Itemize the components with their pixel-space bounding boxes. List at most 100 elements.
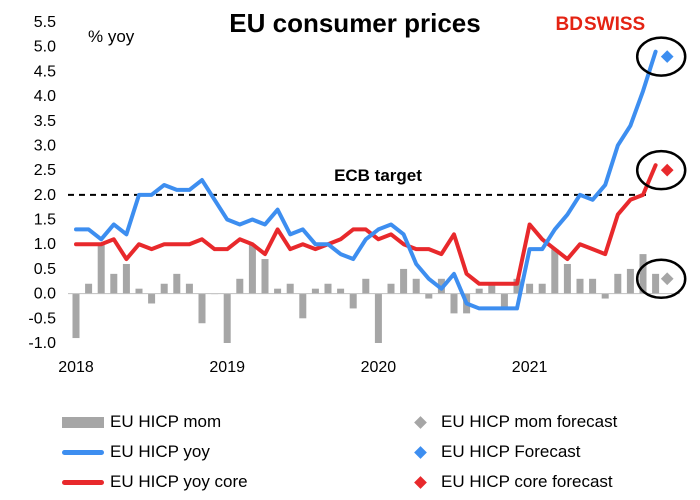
mom-bar xyxy=(148,293,156,304)
legend-yoy-swatch xyxy=(62,449,104,455)
y-tick-label: -1.0 xyxy=(28,335,56,352)
forecast-marker xyxy=(660,50,674,63)
legend-mom-forecast-diamond xyxy=(414,415,427,429)
mom-bar xyxy=(311,288,319,294)
legend-mom-forecast: EU HICP mom forecast xyxy=(412,412,617,432)
forecast-highlight-circle xyxy=(635,258,687,300)
x-tick-label: 2019 xyxy=(209,359,245,376)
mom-bar xyxy=(488,283,496,294)
y-tick-label: 0.0 xyxy=(34,286,56,303)
y-tick-label: -0.5 xyxy=(28,310,56,327)
mom-bar xyxy=(362,278,370,294)
mom-bar xyxy=(337,288,345,294)
forecast-marker xyxy=(660,272,674,286)
legend-core: EU HICP yoy core xyxy=(62,472,248,492)
legend-yoy-forecast: EU HICP Forecast xyxy=(412,442,581,462)
forecast-marker xyxy=(660,163,674,177)
y-tick-label: 5.5 xyxy=(34,14,56,31)
mom-bar xyxy=(601,293,609,299)
legend-core-swatch xyxy=(62,479,104,485)
mom-bar xyxy=(110,273,118,294)
y-tick-label: 1.5 xyxy=(34,212,56,229)
legend-yoy: EU HICP yoy xyxy=(62,442,210,462)
x-tick-label: 2020 xyxy=(361,359,397,376)
mom-bar xyxy=(185,283,193,294)
mom-bar xyxy=(425,293,433,299)
mom-bar xyxy=(223,293,231,343)
forecast-highlight-circle xyxy=(635,36,687,77)
mom-bar xyxy=(412,278,420,294)
y-tick-label: 2.0 xyxy=(34,187,56,204)
mom-bar xyxy=(475,288,483,294)
mom-bar xyxy=(85,283,93,294)
y-tick-label: 0.5 xyxy=(34,261,56,278)
y-tick-label: 3.5 xyxy=(34,113,56,130)
mom-bar xyxy=(248,244,256,294)
mom-bar xyxy=(400,268,408,294)
mom-bar xyxy=(160,283,168,294)
mom-bar xyxy=(374,293,382,343)
mom-bar xyxy=(526,283,534,294)
y-tick-label: 5.0 xyxy=(34,39,56,56)
legend-mom-forecast-label: EU HICP mom forecast xyxy=(441,412,618,431)
mom-bar xyxy=(563,263,571,294)
legend-core-label: EU HICP yoy core xyxy=(110,472,248,491)
mom-bar xyxy=(639,254,647,294)
mom-bar xyxy=(576,278,584,294)
mom-bar xyxy=(122,263,130,294)
legend-mom-label: EU HICP mom xyxy=(110,412,222,431)
y-tick-label: 1.0 xyxy=(34,236,56,253)
legend-mom-swatch xyxy=(62,416,104,428)
mom-bar xyxy=(450,293,458,314)
mom-bar xyxy=(652,273,660,294)
x-tick-label: 2018 xyxy=(58,359,94,376)
mom-bar xyxy=(589,278,597,294)
mom-bar xyxy=(72,293,80,339)
mom-bar xyxy=(614,273,622,294)
mom-bar xyxy=(135,288,143,294)
y-tick-label: 4.5 xyxy=(34,63,56,80)
chart-title: EU consumer prices xyxy=(229,8,480,38)
legend-core-forecast: EU HICP core forecast xyxy=(412,472,613,492)
x-axis: 2018 2019 2020 2021 xyxy=(58,359,547,376)
logo-bd: BD xyxy=(556,14,583,35)
legend-mom: EU HICP mom xyxy=(62,412,221,432)
forecast-highlight-circle xyxy=(635,149,687,191)
y-axis: 5.5 5.0 4.5 4.0 3.5 3.0 2.5 2.0 1.5 1.0 0.5 0.0 -0.5… xyxy=(28,14,56,352)
legend-yoy-forecast-label: EU HICP Forecast xyxy=(441,442,581,461)
mom-bar xyxy=(626,268,634,294)
mom-bar xyxy=(387,283,395,294)
mom-bar xyxy=(349,293,357,309)
mom-bar xyxy=(236,278,244,294)
mom-bar xyxy=(500,293,508,309)
y-tick-label: 2.5 xyxy=(34,162,56,179)
y-axis-unit: % yoy xyxy=(88,27,135,46)
forecast-highlight-circles xyxy=(635,36,687,300)
legend-core-forecast-diamond xyxy=(414,475,427,489)
brand-logo: BD SWISS xyxy=(556,14,646,35)
ecb-target-label: ECB target xyxy=(334,166,422,185)
y-tick-label: 3.0 xyxy=(34,137,56,154)
mom-bar xyxy=(286,283,294,294)
legend-core-forecast-label: EU HICP core forecast xyxy=(441,472,613,491)
mom-bar xyxy=(299,293,307,319)
mom-bar xyxy=(173,273,181,294)
hicp-yoy-line xyxy=(74,49,658,311)
y-tick-label: 4.0 xyxy=(34,88,56,105)
mom-bar xyxy=(513,278,521,294)
mom-bar xyxy=(551,249,559,294)
logo-swiss: SWISS xyxy=(584,14,645,35)
mom-bars xyxy=(72,244,660,343)
forecast-markers xyxy=(660,50,674,286)
mom-bar xyxy=(198,293,206,324)
core-yoy-line xyxy=(74,163,658,286)
mom-bar xyxy=(261,259,269,294)
mom-bar xyxy=(538,283,546,294)
mom-bar xyxy=(324,283,332,294)
legend-yoy-label: EU HICP yoy xyxy=(110,442,210,461)
chart-svg: EU consumer prices % yoy BD SWISS 5.5 5.0… xyxy=(28,8,687,376)
x-tick-label: 2021 xyxy=(512,359,548,376)
legend-yoy-forecast-diamond xyxy=(414,445,427,459)
mom-bar xyxy=(97,244,105,294)
mom-bar xyxy=(274,288,282,294)
